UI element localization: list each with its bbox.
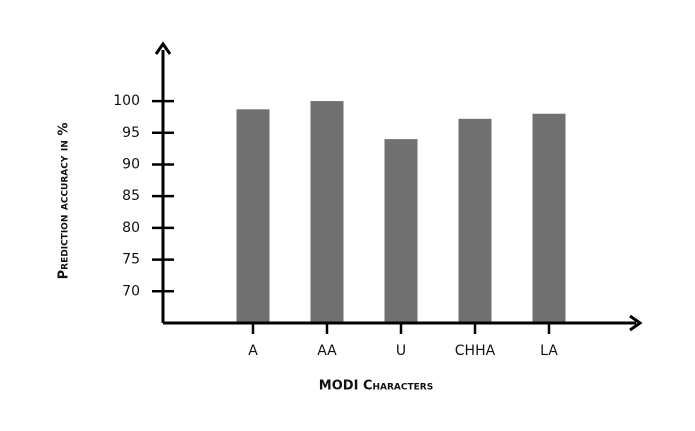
y-tick-label: 100 (113, 93, 140, 109)
y-tick-label: 70 (122, 283, 140, 299)
x-tick-label: AA (317, 343, 337, 359)
x-tick-label: CHHA (455, 343, 496, 359)
x-axis-arrow (629, 314, 643, 332)
bar (310, 101, 344, 324)
y-tick-label: 90 (122, 156, 140, 172)
bar (532, 113, 566, 323)
y-axis-title: Prediction accuracy in % (57, 123, 72, 280)
x-tick-label: A (248, 343, 258, 359)
y-tick-label: 85 (122, 188, 140, 204)
y-tick-label: 80 (122, 220, 140, 236)
x-tick-label: U (396, 343, 406, 359)
x-tick-label: LA (540, 343, 558, 359)
x-axis-title: MODI Characters (319, 379, 433, 394)
y-axis-arrow (154, 41, 172, 55)
bar (236, 109, 270, 323)
bar (458, 118, 492, 323)
y-tick-label: 75 (122, 252, 140, 268)
bar (384, 139, 418, 323)
y-tick-label: 95 (122, 125, 140, 141)
